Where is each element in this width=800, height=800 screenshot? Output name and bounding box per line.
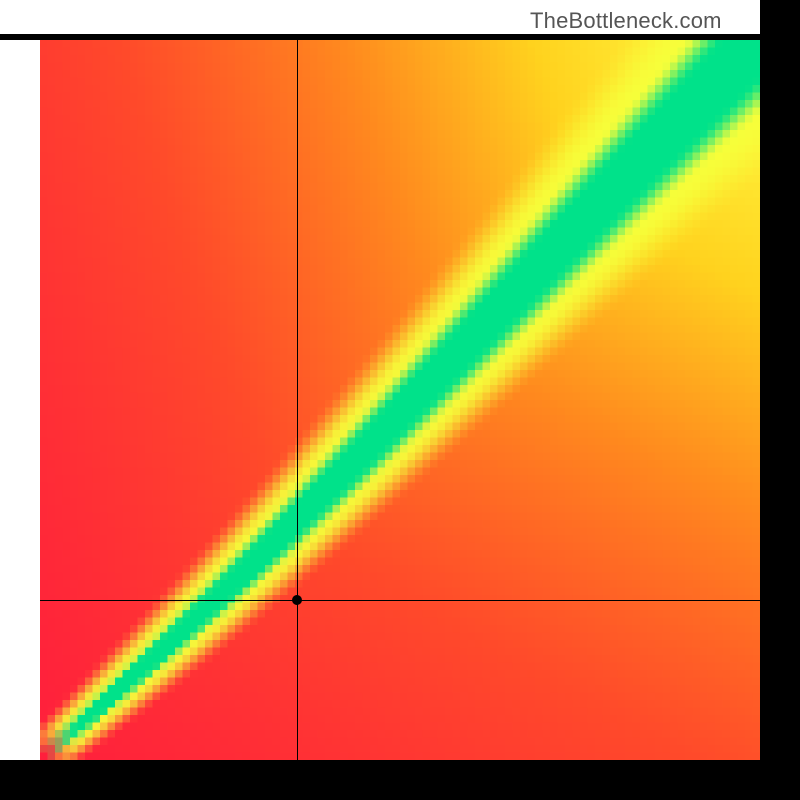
crosshair-marker <box>292 595 302 605</box>
crosshair-horizontal-line <box>40 600 760 601</box>
plot-border-bottom <box>0 760 800 800</box>
watermark-label: TheBottleneck.com <box>530 8 722 34</box>
chart-container: TheBottleneck.com <box>0 0 800 800</box>
crosshair-vertical-line <box>297 40 298 760</box>
plot-border-right <box>760 0 800 800</box>
plot-border-top <box>0 34 800 40</box>
bottleneck-heatmap <box>40 40 760 760</box>
